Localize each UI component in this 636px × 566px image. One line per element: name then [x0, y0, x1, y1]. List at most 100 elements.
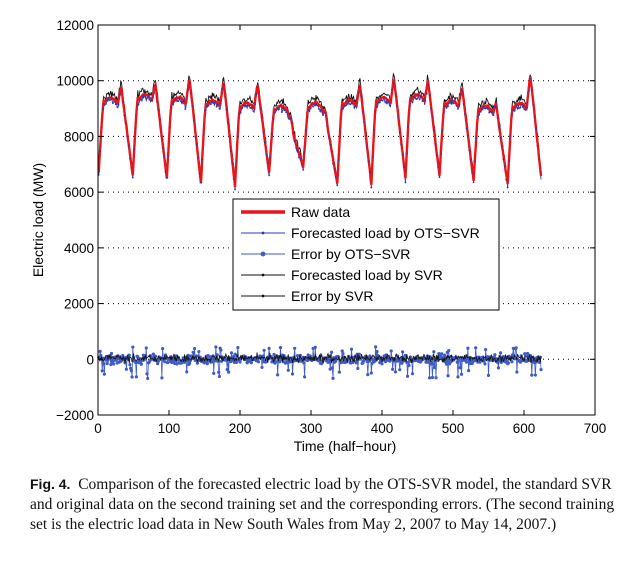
- forecast-marker: [342, 107, 344, 110]
- error-marker: [210, 360, 214, 364]
- forecast-marker: [299, 158, 302, 160]
- forecast-marker: [275, 109, 278, 112]
- forecast-marker: [519, 106, 522, 109]
- forecast-marker: [371, 156, 374, 159]
- forecast-marker: [432, 129, 435, 132]
- error-marker: [434, 376, 438, 380]
- forecast-marker: [437, 166, 439, 169]
- y-tick-label: 10000: [56, 74, 94, 89]
- forecast-marker: [343, 105, 346, 107]
- forecast-marker: [380, 99, 383, 102]
- error-marker: [276, 373, 280, 377]
- error-marker: [349, 347, 354, 351]
- forecast-marker: [430, 107, 432, 110]
- error-marker: [205, 362, 209, 366]
- forecast-marker: [431, 116, 434, 119]
- forecast-marker: [496, 117, 499, 120]
- error-marker: [466, 346, 470, 350]
- forecast-marker: [305, 129, 307, 132]
- forecast-marker: [112, 102, 114, 105]
- error-marker: [278, 345, 283, 350]
- forecast-marker: [414, 97, 417, 100]
- error-marker: [380, 362, 384, 366]
- forecast-marker: [346, 100, 349, 102]
- forecast-marker: [485, 107, 488, 110]
- error-marker: [400, 350, 405, 354]
- chart-legend: Raw data Forecasted load by OTS−SVR Error …: [232, 198, 500, 311]
- forecast-marker: [465, 127, 468, 130]
- forecast-marker: [263, 141, 266, 144]
- error-marker: [214, 345, 218, 349]
- x-tick-label: 300: [300, 421, 323, 436]
- forecast-marker: [229, 150, 232, 153]
- forecast-marker: [124, 122, 127, 125]
- forecast-marker: [235, 160, 238, 163]
- forecast-marker: [425, 92, 428, 95]
- error-marker: [467, 369, 471, 373]
- error-marker: [267, 346, 271, 350]
- forecast-marker: [310, 102, 313, 105]
- error-marker: [286, 368, 290, 372]
- forecast-marker: [131, 176, 134, 179]
- forecast-marker: [205, 105, 208, 108]
- forecast-marker: [388, 104, 391, 107]
- forecast-marker: [468, 149, 471, 152]
- error-marker: [163, 360, 167, 364]
- forecast-marker: [475, 137, 478, 140]
- forecast-marker: [195, 143, 198, 145]
- forecast-marker: [400, 143, 403, 146]
- forecast-marker: [478, 113, 481, 116]
- forecast-marker: [204, 109, 207, 112]
- forecast-marker: [268, 174, 271, 177]
- legend-label: Error by SVR: [291, 288, 373, 304]
- forecast-marker: [283, 109, 286, 112]
- forecast-marker: [481, 108, 484, 110]
- forecast-marker: [266, 162, 269, 164]
- error-marker: [272, 352, 276, 357]
- error-marker: [525, 359, 529, 363]
- forecast-marker: [238, 113, 241, 115]
- error-marker: [260, 365, 264, 370]
- forecast-marker: [397, 115, 400, 118]
- forecast-marker: [259, 107, 262, 110]
- forecast-marker: [506, 186, 509, 189]
- forecast-marker: [143, 95, 146, 98]
- error-marker: [430, 375, 435, 380]
- error-marker: [238, 360, 242, 364]
- forecast-marker: [271, 133, 273, 136]
- forecast-marker: [295, 146, 297, 149]
- forecast-marker: [386, 102, 388, 105]
- forecast-marker: [312, 105, 315, 108]
- legend-marker: [261, 231, 265, 235]
- forecast-marker: [158, 118, 161, 121]
- forecast-marker: [464, 113, 466, 116]
- forecast-marker: [231, 162, 234, 164]
- forecast-marker: [255, 93, 258, 95]
- forecast-marker: [258, 99, 261, 101]
- forecast-marker: [360, 95, 363, 98]
- error-marker: [151, 352, 155, 356]
- forecast-marker: [471, 172, 474, 175]
- error-marker: [121, 353, 125, 358]
- forecast-marker: [316, 104, 319, 107]
- forecast-marker: [472, 181, 475, 184]
- legend-marker: [260, 251, 266, 257]
- forecast-marker: [502, 158, 505, 161]
- error-marker: [431, 362, 435, 366]
- error-marker: [523, 352, 527, 356]
- forecast-marker: [528, 89, 530, 92]
- forecast-marker: [364, 134, 367, 137]
- error-marker: [391, 367, 395, 371]
- forecast-marker: [285, 111, 288, 114]
- forecast-marker: [391, 88, 394, 91]
- forecast-marker: [261, 116, 263, 119]
- error-marker: [366, 373, 370, 377]
- error-marker: [256, 360, 261, 364]
- forecast-marker: [244, 105, 246, 108]
- forecast-marker: [276, 107, 279, 110]
- error-marker: [329, 350, 334, 354]
- forecast-marker: [133, 148, 136, 151]
- legend-label: Raw data: [291, 204, 350, 220]
